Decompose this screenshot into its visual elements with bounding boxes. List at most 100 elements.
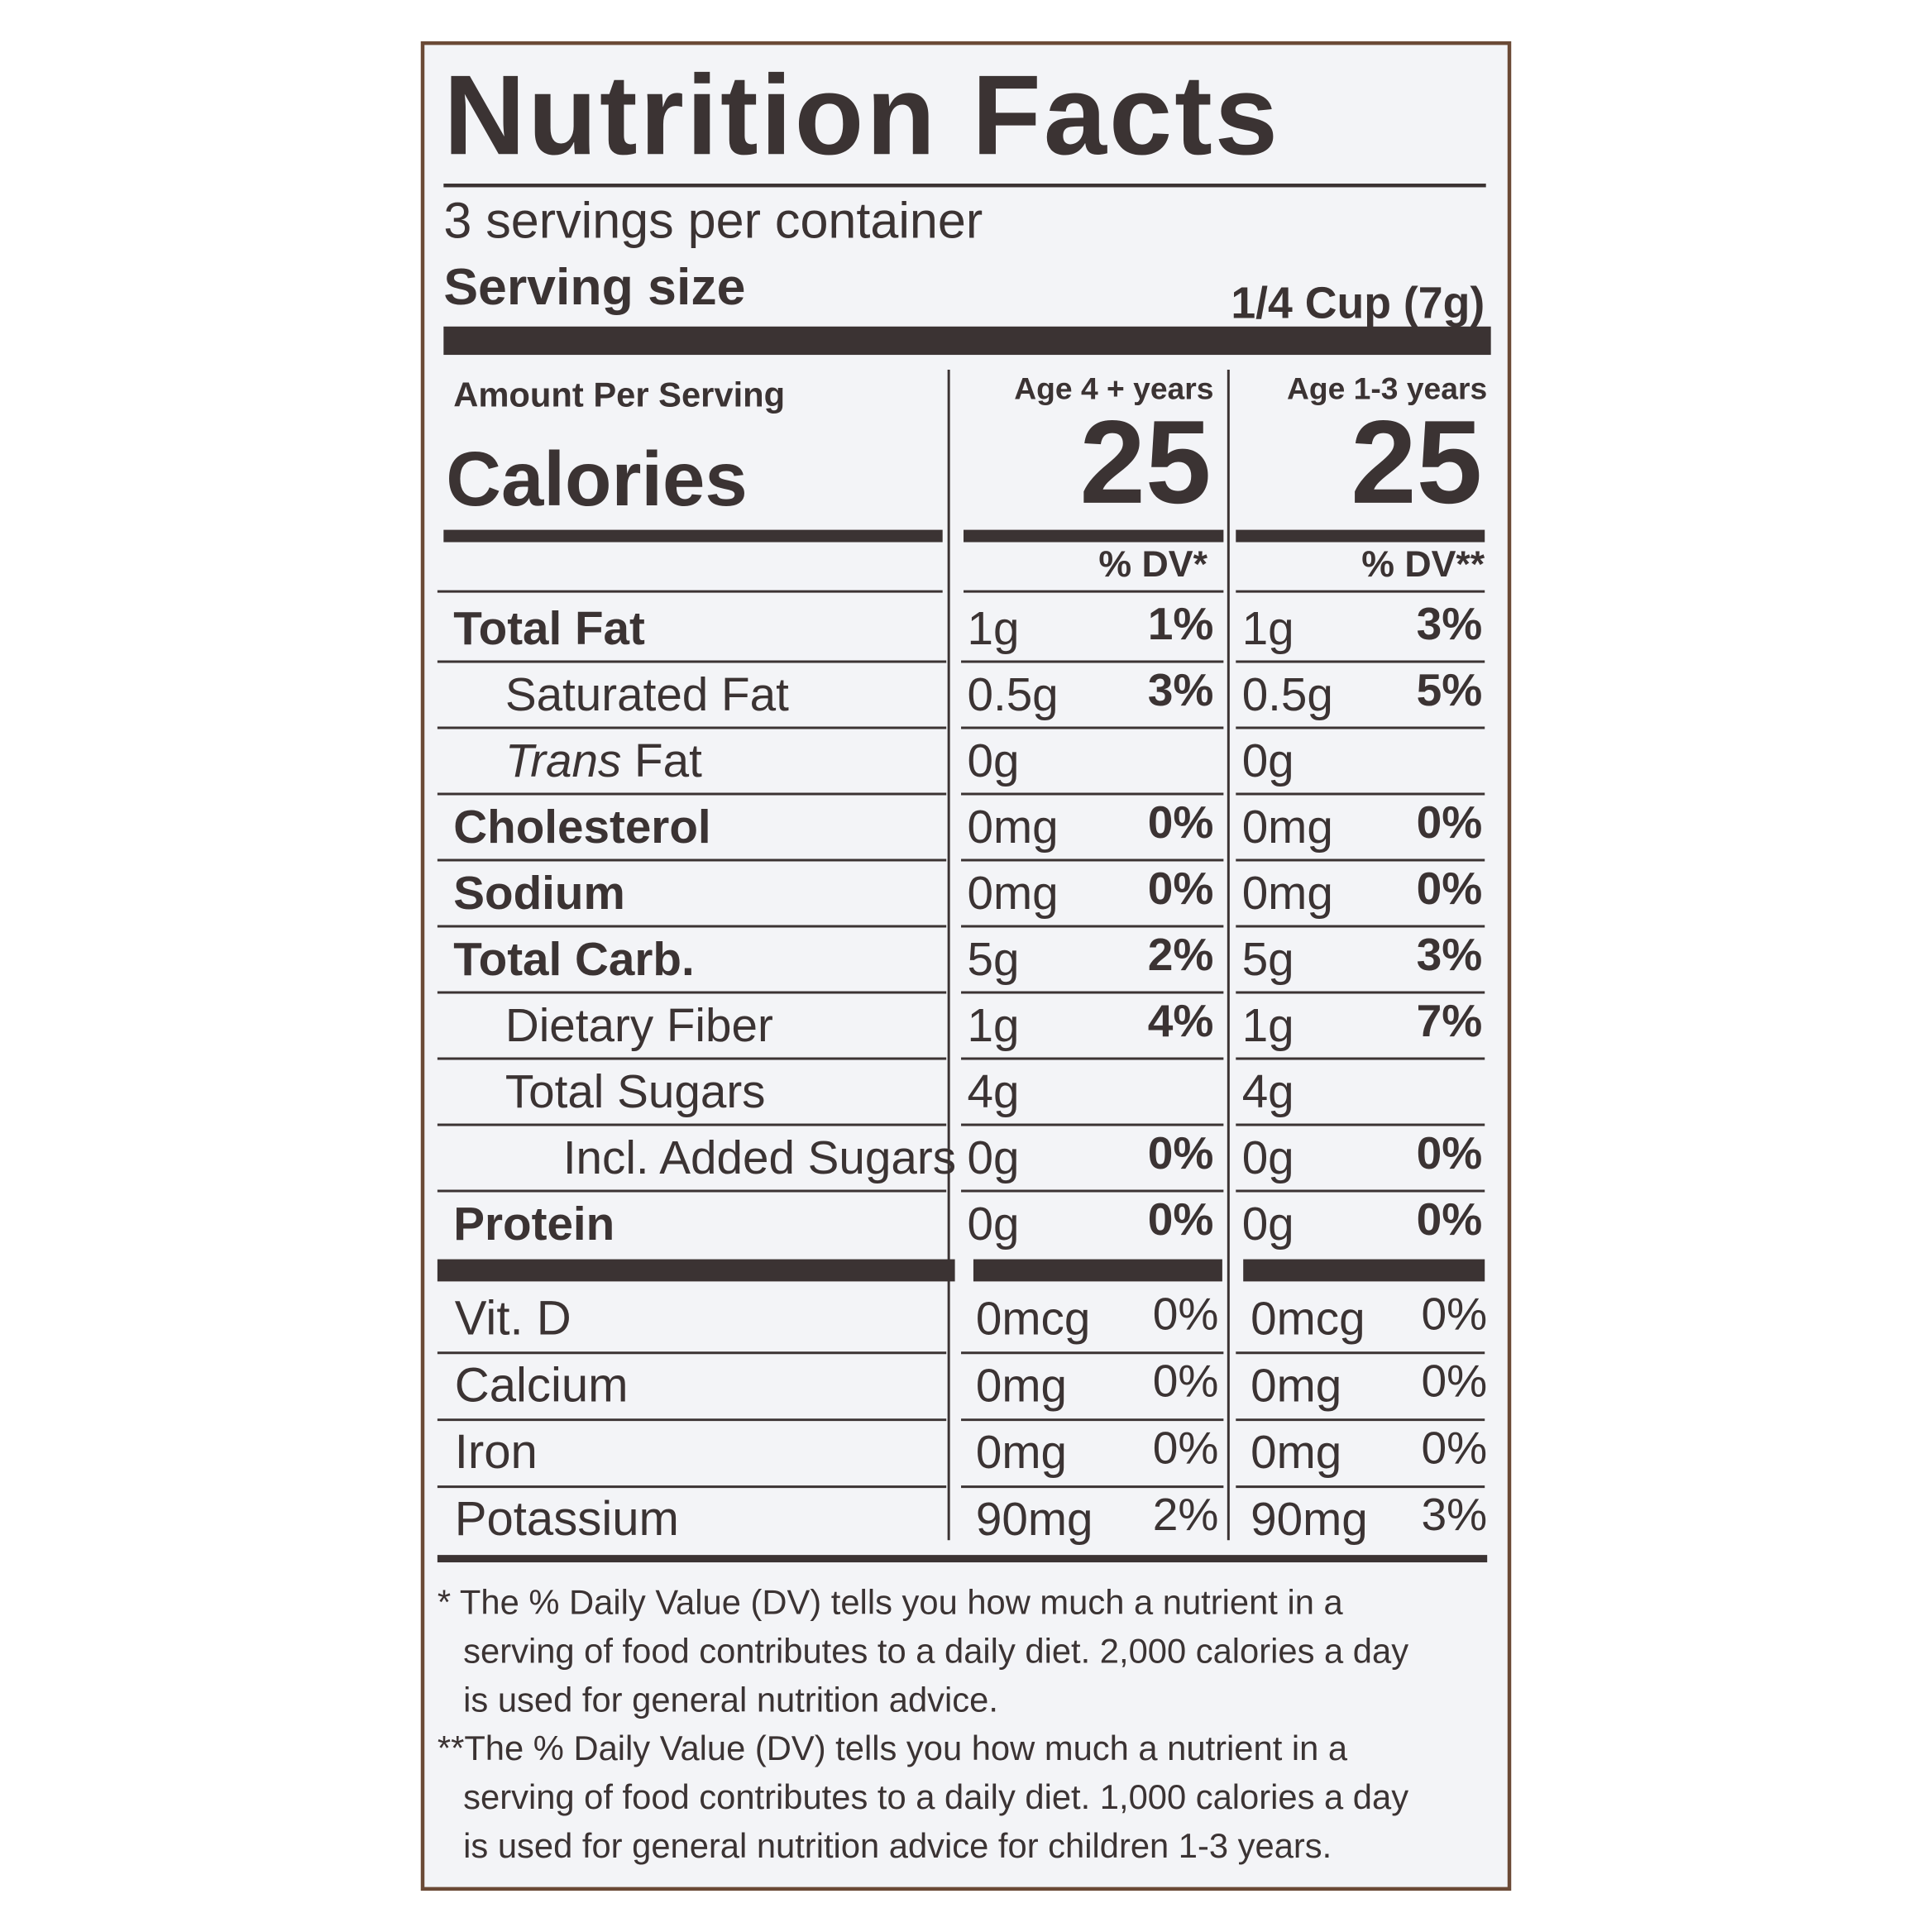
daily-value: 0% bbox=[1417, 796, 1483, 848]
amount: 1g bbox=[967, 602, 1019, 654]
nutrient-label: Saturated Fat bbox=[505, 668, 789, 720]
amount: 90mg bbox=[1251, 1493, 1368, 1545]
daily-value: 1% bbox=[1148, 598, 1214, 649]
amount: 0mg bbox=[976, 1426, 1067, 1478]
daily-value: 0% bbox=[1417, 863, 1483, 914]
nutrient-label-text: Total Fat bbox=[453, 602, 645, 654]
amount: 1g bbox=[967, 999, 1019, 1051]
vitamin-label: Potassium bbox=[455, 1492, 679, 1546]
nutrient-label-text: Total Carb. bbox=[453, 933, 694, 985]
amount: 0g bbox=[967, 1131, 1019, 1184]
daily-value: 0% bbox=[1148, 1193, 1214, 1245]
daily-value: 0% bbox=[1422, 1355, 1488, 1406]
nutrient-label-text: Fat bbox=[621, 734, 702, 787]
daily-value: 0% bbox=[1417, 1193, 1483, 1245]
amount-per-serving: Amount Per Serving bbox=[453, 375, 785, 414]
amount: 5g bbox=[967, 933, 1019, 985]
vitamin-label: Vit. D bbox=[455, 1291, 571, 1345]
amount: 0.5g bbox=[967, 668, 1058, 720]
nutrient-label: Trans Fat bbox=[505, 734, 702, 787]
daily-value: 5% bbox=[1417, 664, 1483, 715]
daily-value: 0% bbox=[1153, 1355, 1219, 1406]
nutrient-label: Cholesterol bbox=[453, 801, 710, 853]
amount: 5g bbox=[1242, 933, 1294, 985]
amount: 0mg bbox=[1251, 1359, 1341, 1411]
nutrient-label: Protein bbox=[453, 1198, 615, 1250]
daily-value: 2% bbox=[1148, 929, 1214, 980]
amount: 0mg bbox=[1251, 1426, 1341, 1478]
footnote: is used for general nutrition advice. bbox=[463, 1680, 998, 1719]
footnote: serving of food contributes to a daily d… bbox=[463, 1777, 1408, 1816]
daily-value: 2% bbox=[1153, 1489, 1219, 1540]
nutrient-label: Total Fat bbox=[453, 602, 645, 654]
vitamin-label: Calcium bbox=[455, 1358, 629, 1412]
daily-value: 0% bbox=[1417, 1127, 1483, 1179]
amount: 4g bbox=[1242, 1065, 1294, 1117]
amount: 0mg bbox=[976, 1359, 1067, 1411]
nutrient-label-italic: Trans bbox=[505, 734, 622, 787]
amount: 0mg bbox=[967, 867, 1058, 919]
amount: 1g bbox=[1242, 602, 1294, 654]
amount: 0.5g bbox=[1242, 668, 1333, 720]
nutrient-label: Incl. Added Sugars bbox=[563, 1131, 956, 1184]
amount: 0mg bbox=[967, 801, 1058, 853]
nutrient-label-text: Sodium bbox=[453, 867, 625, 919]
nutrient-label: Sodium bbox=[453, 867, 625, 919]
amount: 0g bbox=[967, 734, 1019, 787]
serving-size-label: Serving size bbox=[443, 258, 745, 316]
rule bbox=[1236, 529, 1485, 543]
amount: 4g bbox=[967, 1065, 1019, 1117]
thick-rule bbox=[1243, 1259, 1485, 1282]
nutrient-label-text: Incl. Added Sugars bbox=[563, 1131, 956, 1184]
footnote: is used for general nutrition advice for… bbox=[463, 1826, 1332, 1865]
calories-value: 25 bbox=[1079, 397, 1211, 528]
daily-value: 4% bbox=[1148, 995, 1214, 1046]
amount: 90mg bbox=[976, 1493, 1093, 1545]
serving-size-value: 1/4 Cup (7g) bbox=[1231, 278, 1485, 328]
daily-value: 0% bbox=[1148, 863, 1214, 914]
servings: 3 servings per container bbox=[443, 193, 983, 249]
daily-value: 7% bbox=[1417, 995, 1483, 1046]
daily-value: 3% bbox=[1422, 1489, 1488, 1540]
footnote: **The % Daily Value (DV) tells you how m… bbox=[438, 1729, 1348, 1767]
daily-value: 0% bbox=[1148, 1127, 1214, 1179]
daily-value: 3% bbox=[1417, 929, 1483, 980]
amount: 0mg bbox=[1242, 867, 1333, 919]
amount: 1g bbox=[1242, 999, 1294, 1051]
amount: 0mcg bbox=[976, 1292, 1090, 1344]
nutrient-label-text: Saturated Fat bbox=[505, 668, 789, 720]
daily-value: 0% bbox=[1153, 1288, 1219, 1339]
daily-value: 0% bbox=[1148, 796, 1214, 848]
title: Nutrition Facts bbox=[443, 52, 1280, 179]
nutrient-label-text: Cholesterol bbox=[453, 801, 710, 853]
rule bbox=[443, 183, 1486, 188]
rule bbox=[443, 529, 943, 543]
daily-value: 0% bbox=[1422, 1422, 1488, 1473]
amount: 0g bbox=[1242, 1131, 1294, 1184]
column-age: Age 1-3 years bbox=[1287, 371, 1487, 406]
daily-value: 3% bbox=[1417, 598, 1483, 649]
daily-value: 3% bbox=[1148, 664, 1214, 715]
nutrient-label: Total Sugars bbox=[505, 1065, 766, 1117]
calories-label: Calories bbox=[446, 436, 747, 522]
thick-rule bbox=[437, 1259, 955, 1282]
amount: 0mcg bbox=[1251, 1292, 1365, 1344]
dv-header: % DV* bbox=[1098, 544, 1208, 585]
nutrient-label-text: Total Sugars bbox=[505, 1065, 766, 1117]
daily-value: 0% bbox=[1422, 1288, 1488, 1339]
thick-rule bbox=[443, 326, 1491, 356]
rule bbox=[437, 1555, 1488, 1563]
footnote: * The % Daily Value (DV) tells you how m… bbox=[438, 1583, 1344, 1622]
nutrient-label-text: Protein bbox=[453, 1198, 615, 1250]
footnote: serving of food contributes to a daily d… bbox=[463, 1631, 1408, 1670]
dv-header: % DV** bbox=[1361, 544, 1485, 585]
amount: 0mg bbox=[1242, 801, 1333, 853]
column-age: Age 4 + years bbox=[1014, 371, 1213, 406]
nutrient-label: Dietary Fiber bbox=[505, 999, 773, 1051]
thick-rule bbox=[973, 1259, 1222, 1282]
daily-value: 0% bbox=[1153, 1422, 1219, 1473]
calories-value: 25 bbox=[1351, 397, 1482, 528]
amount: 0g bbox=[967, 1198, 1019, 1250]
